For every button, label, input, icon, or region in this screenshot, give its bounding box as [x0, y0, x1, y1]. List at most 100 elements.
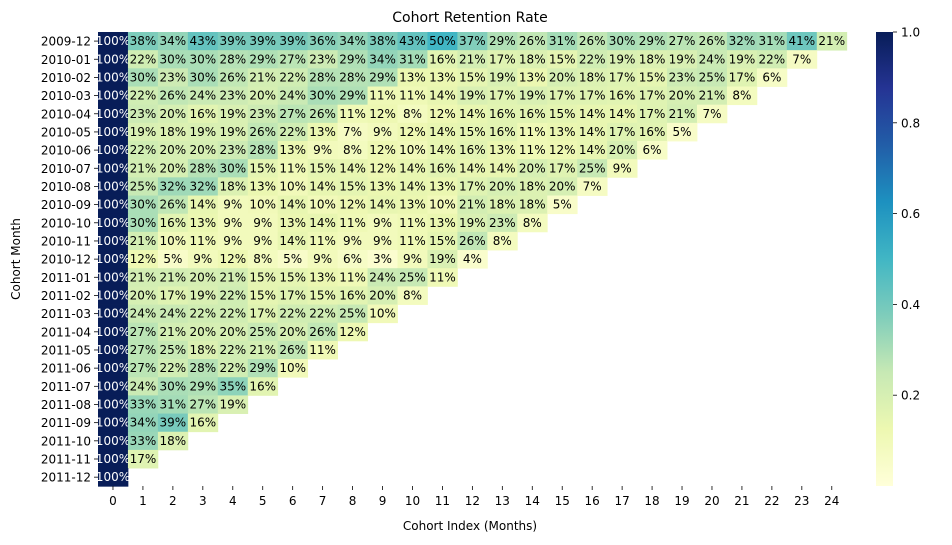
- x-tick-label: 10: [405, 494, 420, 508]
- heatmap-cell: [187, 286, 219, 305]
- heatmap-cell: [157, 104, 189, 124]
- cell-value-label: 14%: [579, 125, 606, 139]
- heatmap-cell: [247, 86, 279, 106]
- heatmap-cell: [607, 32, 638, 51]
- heatmap-cell: [547, 177, 578, 196]
- cell-value-label: 12%: [130, 252, 157, 266]
- heatmap-cell: [397, 177, 428, 196]
- cell-value-label: 33%: [130, 397, 157, 411]
- heatmap-cell: [247, 141, 279, 160]
- cell-value-label: 15%: [549, 52, 576, 66]
- cell-value-label: 30%: [189, 52, 216, 66]
- heatmap-cell: [247, 377, 279, 396]
- cell-value-label: 11%: [279, 161, 306, 175]
- x-tick-label: 14: [525, 494, 540, 508]
- cell-value-label: 13%: [279, 216, 306, 230]
- heatmap-cell: [187, 231, 219, 251]
- cell-value-label: 15%: [339, 179, 366, 193]
- cell-value-label: 16%: [429, 161, 456, 175]
- cell-value-label: 29%: [249, 361, 276, 375]
- cell-value-label: 11%: [339, 216, 366, 230]
- heatmap-cell: [217, 395, 249, 414]
- cell-value-label: 22%: [219, 343, 246, 357]
- heatmap-cell: [277, 50, 309, 69]
- x-tick-label: 18: [644, 494, 659, 508]
- heatmap-cell: [98, 322, 129, 342]
- heatmap-cell: [726, 86, 758, 106]
- cell-value-label: 31%: [759, 34, 786, 48]
- cell-value-label: 11%: [399, 234, 426, 248]
- heatmap-cell: [427, 159, 458, 178]
- heatmap-cell: [697, 32, 728, 51]
- cell-value-label: 36%: [309, 34, 336, 48]
- cell-value-label: 20%: [189, 270, 216, 284]
- cell-value-label: 21%: [130, 234, 157, 248]
- heatmap-cell: [187, 68, 219, 87]
- cell-value-label: 14%: [399, 179, 426, 193]
- cell-value-label: 30%: [130, 216, 157, 230]
- heatmap-cell: [337, 213, 368, 233]
- heatmap-cell: [127, 250, 159, 269]
- heatmap-cell: [187, 250, 219, 269]
- heatmap-cell: [187, 141, 219, 160]
- heatmap-cell: [187, 195, 219, 215]
- heatmap-cell: [127, 304, 159, 324]
- cell-value-label: 6%: [343, 252, 362, 266]
- x-axis-label: Cohort Index (Months): [403, 519, 537, 533]
- cell-value-label: 9%: [253, 234, 272, 248]
- cell-value-label: 100%: [96, 143, 130, 157]
- cell-value-label: 19%: [729, 52, 756, 66]
- cell-value-label: 17%: [279, 288, 306, 302]
- y-tick-label: 2010-03: [41, 89, 91, 103]
- cell-value-label: 28%: [309, 70, 336, 84]
- cell-value-label: 22%: [219, 307, 246, 321]
- cell-value-label: 18%: [639, 52, 666, 66]
- cell-value-label: 33%: [130, 434, 157, 448]
- heatmap-cell: [756, 32, 788, 51]
- heatmap-cell: [98, 431, 129, 451]
- y-tick-label: 2011-07: [41, 380, 91, 394]
- cell-value-label: 100%: [96, 198, 130, 212]
- cell-value-label: 20%: [219, 325, 246, 339]
- y-tick-label: 2011-05: [41, 343, 91, 357]
- cell-value-label: 19%: [189, 125, 216, 139]
- heatmap-cell: [187, 177, 219, 196]
- heatmap-cell: [98, 359, 129, 378]
- y-tick-label: 2010-02: [41, 71, 91, 85]
- heatmap-cell: [307, 50, 338, 69]
- cell-value-label: 100%: [96, 234, 130, 248]
- cell-value-label: 16%: [489, 125, 516, 139]
- cell-value-label: 34%: [339, 34, 366, 48]
- heatmap-cell: [457, 32, 488, 51]
- cell-value-label: 38%: [130, 34, 157, 48]
- heatmap-cell: [217, 195, 249, 215]
- heatmap-cell: [98, 68, 129, 87]
- heatmap-cell: [337, 250, 368, 269]
- y-tick-label: 2010-04: [41, 107, 91, 121]
- cell-value-label: 12%: [369, 143, 396, 157]
- heatmap-cell: [637, 122, 668, 142]
- heatmap-cell: [367, 231, 398, 251]
- heatmap-cell: [397, 195, 428, 215]
- cell-value-label: 16%: [189, 416, 216, 430]
- heatmap-cell: [397, 268, 428, 287]
- heatmap-cell: [127, 413, 159, 433]
- heatmap-cell: [577, 177, 608, 196]
- cell-value-label: 21%: [160, 325, 187, 339]
- cell-value-label: 4%: [463, 252, 482, 266]
- cell-value-label: 29%: [339, 89, 366, 103]
- heatmap-cell: [98, 413, 129, 433]
- heatmap-cell: [786, 50, 818, 69]
- cell-value-label: 30%: [219, 161, 246, 175]
- heatmap-cell: [98, 213, 129, 233]
- heatmap-cell: [367, 250, 398, 269]
- cell-value-label: 39%: [160, 416, 187, 430]
- heatmap-cell: [816, 32, 848, 51]
- cell-value-label: 10%: [279, 361, 306, 375]
- heatmap-cell: [337, 104, 368, 124]
- cell-value-label: 26%: [309, 325, 336, 339]
- cell-value-label: 18%: [189, 343, 216, 357]
- heatmap-cell: [517, 195, 548, 215]
- cell-value-label: 11%: [399, 89, 426, 103]
- cell-value-label: 27%: [669, 34, 696, 48]
